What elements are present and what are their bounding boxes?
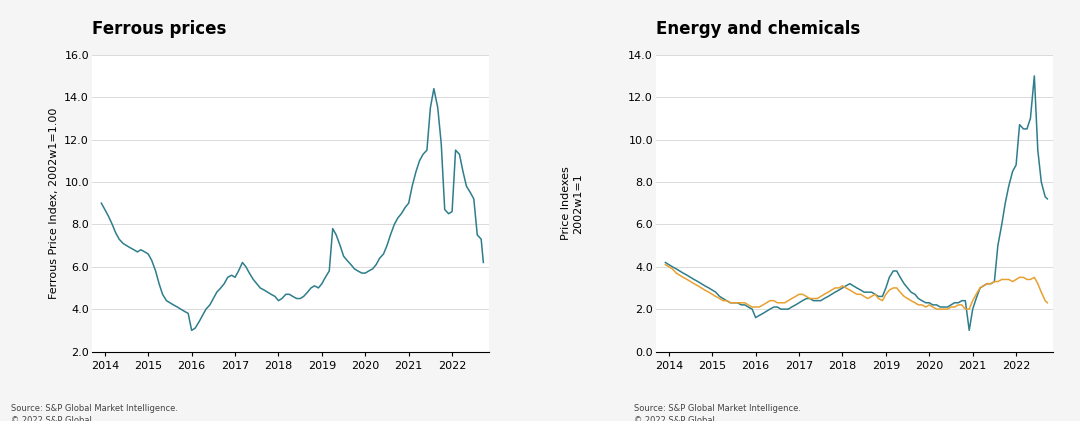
Line: Energy: Energy [665, 76, 1048, 330]
Energy [930, 302, 943, 307]
Energy [948, 300, 961, 305]
Chemicals [1041, 300, 1054, 305]
Line: Chemicals: Chemicals [665, 265, 1048, 309]
Chemicals [1002, 277, 1015, 282]
Chemicals [951, 302, 964, 307]
Text: Price Indexes
2002w1=1: Price Indexes 2002w1=1 [562, 166, 583, 240]
Text: Source: S&P Global Market Intelligence.
© 2022 S&P Global.: Source: S&P Global Market Intelligence. … [11, 404, 178, 421]
Energy [1041, 196, 1054, 201]
Chemicals [774, 300, 787, 305]
Energy [970, 296, 983, 301]
Energy [1021, 126, 1034, 131]
Text: Energy and chemicals: Energy and chemicals [656, 20, 860, 38]
Energy [1002, 184, 1015, 189]
Y-axis label: Ferrous Price Index, 2002w1=1.00: Ferrous Price Index, 2002w1=1.00 [49, 107, 58, 299]
Text: Source: S&P Global Market Intelligence.
© 2022 S&P Global.: Source: S&P Global Market Intelligence. … [634, 404, 801, 421]
Energy [774, 306, 787, 312]
Chemicals [1021, 277, 1034, 282]
Chemicals [970, 292, 983, 297]
Chemicals [933, 306, 946, 312]
Chemicals [659, 262, 672, 267]
Energy [659, 260, 672, 265]
Text: Ferrous prices: Ferrous prices [92, 20, 226, 38]
Chemicals [930, 306, 943, 312]
Energy [962, 328, 975, 333]
Energy [1028, 73, 1041, 78]
